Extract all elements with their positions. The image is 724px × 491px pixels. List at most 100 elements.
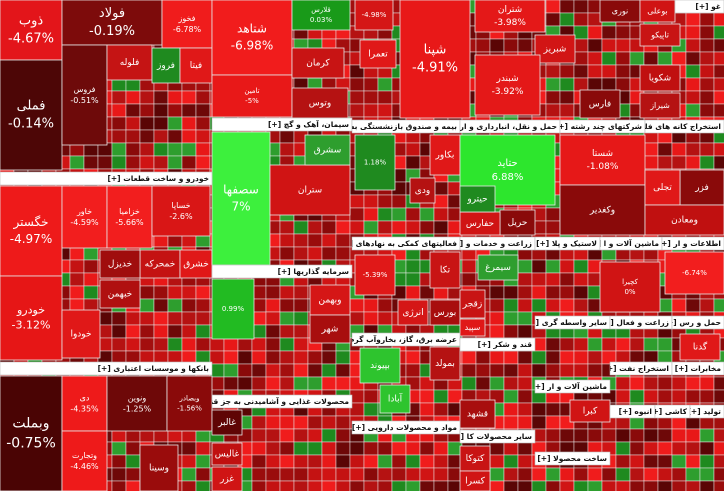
stock-tile[interactable] <box>139 444 179 491</box>
stock-tile[interactable] <box>459 470 491 491</box>
stock-tile[interactable] <box>354 0 394 31</box>
stock-tile[interactable] <box>399 0 471 119</box>
sector-header[interactable]: [+] مخابرات <box>675 364 722 373</box>
sector-header[interactable]: [+] شرکتهای چند رشته <box>555 122 642 131</box>
stock-tile[interactable] <box>639 92 681 119</box>
filler-cell <box>195 142 211 157</box>
stock-tile[interactable] <box>61 309 101 359</box>
stock-tile[interactable] <box>0 185 63 277</box>
stock-tile[interactable] <box>644 169 681 206</box>
stock-tile[interactable] <box>151 185 211 237</box>
stock-tile[interactable] <box>304 134 351 166</box>
stock-tile[interactable] <box>429 134 461 176</box>
sector-header[interactable]: [+] سرمایه گذاریها <box>278 267 349 276</box>
stock-tile[interactable] <box>0 275 63 361</box>
sector-header[interactable]: [+] حمل و رس <box>664 318 721 327</box>
stock-tile[interactable] <box>166 375 213 432</box>
stock-tile[interactable] <box>106 375 168 432</box>
stock-tile[interactable] <box>639 23 681 47</box>
stock-tile[interactable] <box>211 0 293 76</box>
stock-tile[interactable] <box>211 409 243 436</box>
stock-tile[interactable] <box>474 0 546 33</box>
stock-tile[interactable] <box>354 134 396 191</box>
stock-tile[interactable] <box>291 0 351 31</box>
stock-tile[interactable] <box>644 204 724 236</box>
stock-tile[interactable] <box>106 185 153 249</box>
stock-tile[interactable] <box>211 466 243 491</box>
sector-header[interactable]: [+] زراعت و فعال <box>601 318 669 327</box>
stock-tile[interactable] <box>459 185 496 213</box>
sector-header[interactable]: [+] بیمه و صندوق بازنشستگی به <box>334 122 457 131</box>
stock-tile[interactable] <box>211 74 293 118</box>
stock-tile[interactable] <box>99 249 141 279</box>
stock-tile[interactable] <box>459 399 496 429</box>
sector-header[interactable]: [+] اطلاعات و ار <box>658 239 721 248</box>
stock-tile[interactable] <box>559 184 646 236</box>
sector-header[interactable]: [+] غو <box>695 2 721 11</box>
stock-tile[interactable] <box>0 59 63 171</box>
stock-tile[interactable] <box>61 185 108 249</box>
stock-tile[interactable] <box>139 249 181 279</box>
filler-cell <box>195 90 211 105</box>
stock-tile[interactable] <box>409 177 436 204</box>
stock-tile[interactable] <box>397 299 429 326</box>
stock-tile[interactable] <box>477 254 519 281</box>
stock-tile[interactable] <box>291 87 349 119</box>
stock-tile[interactable] <box>151 47 181 84</box>
stock-tile[interactable] <box>429 251 461 289</box>
sector-header[interactable]: [+] مواد و محصولات دارویی <box>352 423 457 432</box>
stock-tile[interactable] <box>211 131 271 266</box>
sector-header[interactable]: [+] محصولات غذایی و آشامیدنی به جز قند <box>190 396 349 406</box>
stock-tile[interactable] <box>211 278 255 340</box>
stock-tile[interactable] <box>459 318 486 337</box>
sector-header[interactable]: [+] ساخت محصولا <box>537 454 607 463</box>
sector-header[interactable]: [+] بانکها و موسسات اعتباری <box>98 364 210 373</box>
stock-tile[interactable] <box>534 34 576 64</box>
sector-header[interactable]: [+] انبوه <box>619 407 652 416</box>
stock-tile[interactable] <box>0 375 63 491</box>
filler-cell <box>153 285 169 300</box>
stock-tile[interactable] <box>579 89 621 119</box>
stock-tile[interactable] <box>211 442 243 466</box>
stock-tile[interactable] <box>499 209 536 236</box>
sector-header[interactable]: [+] سیمان، آهک و گچ <box>268 119 349 129</box>
sector-header[interactable]: [+] فعالیتهای کمکی به نهادهای <box>340 239 457 248</box>
stock-tile[interactable] <box>61 0 163 46</box>
sector-header[interactable]: [+] لاستیک و پلا <box>536 239 597 248</box>
sector-header[interactable]: [+] ماشین آلات و ار <box>532 381 608 391</box>
stock-tile[interactable] <box>309 314 351 344</box>
sector-header[interactable]: [+] سایر محصولات کا <box>451 432 532 441</box>
sector-header[interactable]: [+] حمل و نقل، انبارداری و ار <box>444 122 557 131</box>
stock-tile[interactable] <box>61 430 108 491</box>
stock-tile[interactable] <box>679 333 721 361</box>
sector-header[interactable]: [+] تولید <box>688 407 722 416</box>
sector-header[interactable]: [+] قند و شکر <box>478 340 532 349</box>
stock-tile[interactable] <box>599 261 661 313</box>
sector-header[interactable]: [+] خودرو و ساخت قطعات <box>107 174 209 183</box>
stock-tile[interactable] <box>559 134 646 186</box>
stock-tile[interactable] <box>664 251 724 295</box>
sector-header[interactable]: [+] استخراج نفت <box>603 364 669 373</box>
filler-cell <box>629 428 645 443</box>
stock-tile[interactable] <box>0 0 63 61</box>
stock-tile[interactable] <box>61 44 108 146</box>
stock-tile[interactable] <box>459 289 486 319</box>
stock-tile[interactable] <box>309 284 351 316</box>
stock-tile[interactable] <box>379 384 411 414</box>
sector-header[interactable]: [+] سایر واسطه گری <box>526 318 607 327</box>
sector-header[interactable]: [+] زراعت و خدمات و <box>450 239 532 248</box>
stock-tile[interactable] <box>359 39 397 69</box>
stock-tile[interactable] <box>106 44 153 81</box>
stock-tile[interactable] <box>61 375 108 432</box>
stock-tile[interactable] <box>291 47 345 79</box>
stock-tile[interactable] <box>474 54 541 116</box>
stock-tile[interactable] <box>99 279 141 309</box>
stock-tile[interactable] <box>269 164 351 216</box>
stock-tile[interactable] <box>429 346 461 381</box>
stock-tile[interactable] <box>639 64 681 92</box>
stock-tile[interactable] <box>354 254 396 296</box>
stock-tile[interactable] <box>161 0 213 49</box>
stock-tile[interactable] <box>359 347 401 384</box>
stock-tile[interactable] <box>179 249 213 279</box>
sector-header[interactable]: [+] عرضه برق، گاز، بخاروآب گرم <box>333 334 457 344</box>
